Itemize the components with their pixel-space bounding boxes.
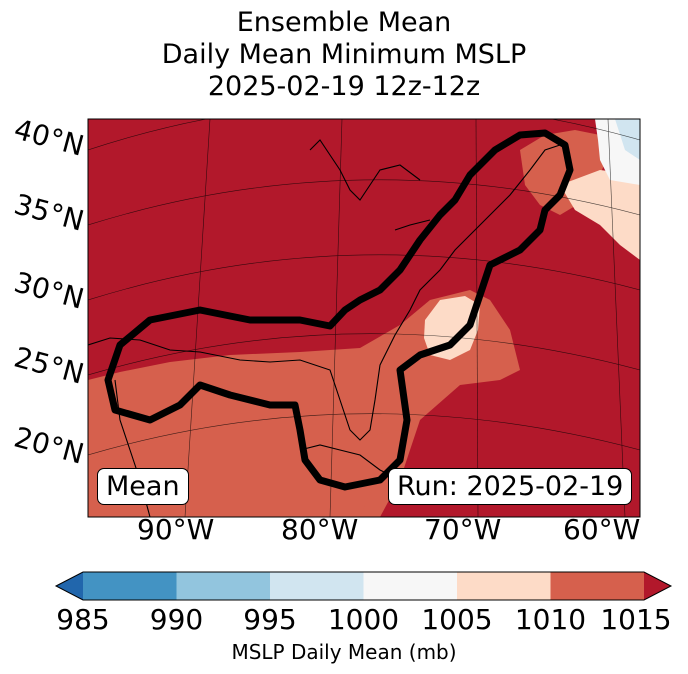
- colorbar-tick-985: 985: [56, 603, 110, 636]
- colorbar-segment-1005-1010: [457, 572, 551, 600]
- run-label-box: Run: 2025-02-19: [388, 468, 633, 505]
- colorbar-outline: [54, 571, 673, 601]
- map-frame: [87, 118, 641, 518]
- colorbar-tick-1015: 1015: [600, 603, 672, 636]
- map-area: [88, 119, 640, 517]
- colorbar-tick-990: 990: [149, 603, 204, 636]
- colorbar-tick-1005: 1005: [421, 603, 493, 636]
- colorbar-tick-1010: 1010: [514, 603, 587, 636]
- lon-label-60w: 60°W: [563, 513, 641, 546]
- title-line-3: 2025-02-19 12z-12z: [207, 71, 481, 102]
- colorbar-tick-1000: 1000: [327, 603, 400, 636]
- colorbar-segment-995-1000: [270, 572, 364, 600]
- colorbar-label: MSLP Daily Mean (mb): [231, 640, 457, 664]
- colorbar-segment-990-995: [176, 572, 270, 600]
- colorbar: [54, 571, 673, 601]
- colorbar-tick-995: 995: [243, 603, 297, 636]
- title-line-2: Daily Mean Minimum MSLP: [161, 39, 527, 70]
- colorbar-lower-extension: [56, 572, 83, 600]
- colorbar-upper-extension: [644, 572, 671, 600]
- colorbar-segment-1010-1015: [550, 572, 644, 600]
- northeast-blue-region: [615, 119, 640, 160]
- title-line-1: Ensemble Mean: [236, 7, 452, 38]
- lon-label-90w: 90°W: [137, 513, 215, 546]
- lon-label-80w: 80°W: [281, 513, 359, 546]
- northeast-light-region: [560, 170, 640, 260]
- colorbar-segment-1000-1005: [363, 572, 457, 600]
- lon-label-70w: 70°W: [424, 513, 502, 546]
- mid-pressure-region: [88, 290, 520, 517]
- ensemble-contour: [104, 129, 574, 491]
- offshore-low-light: [424, 296, 480, 360]
- colorbar-segment-985-990: [83, 572, 177, 600]
- mean-label-box: Mean: [97, 468, 189, 505]
- gulf-mid-region: [88, 420, 400, 517]
